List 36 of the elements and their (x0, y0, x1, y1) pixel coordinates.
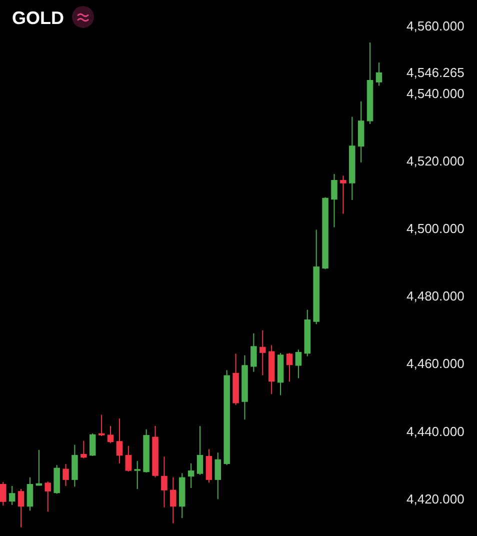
candlestick (206, 448, 212, 484)
y-tick-label: 4,520.000 (406, 154, 464, 169)
candlestick (134, 460, 140, 490)
candlestick (331, 173, 338, 228)
candlestick (340, 175, 346, 214)
y-tick-label: 4,420.000 (406, 491, 464, 506)
candlestick (107, 425, 114, 444)
candlestick (196, 425, 204, 476)
candlestick (8, 486, 16, 506)
candlestick (18, 488, 24, 528)
candlestick (89, 432, 96, 456)
candlestick (295, 349, 302, 379)
candlestick (116, 418, 123, 464)
candlestick (214, 452, 222, 500)
y-tick-label: 4,480.000 (406, 288, 464, 304)
candlestick (170, 476, 176, 524)
candlestick (260, 330, 266, 376)
y-tick-label: 4,500.000 (406, 221, 464, 236)
candlestick (44, 481, 52, 512)
y-tick-label: 4,540.000 (406, 86, 464, 102)
chart-title: GOLD (12, 8, 64, 28)
candlestick (161, 456, 168, 508)
y-tick-label: 4,440.000 (406, 424, 464, 439)
candlestick (80, 440, 87, 459)
candlestick (188, 462, 194, 489)
candlestick (125, 445, 132, 472)
y-tick-label: 4,546.265 (406, 64, 464, 80)
candlestick (376, 62, 382, 86)
candlestick (62, 464, 69, 487)
y-tick-label: 4,560.000 (406, 18, 464, 34)
candlestick (26, 476, 34, 512)
candlestick (98, 414, 105, 437)
candlestick (0, 481, 6, 506)
candlestick (250, 332, 257, 372)
y-tick-label: 4,460.000 (406, 356, 464, 372)
candlestick (286, 352, 293, 382)
